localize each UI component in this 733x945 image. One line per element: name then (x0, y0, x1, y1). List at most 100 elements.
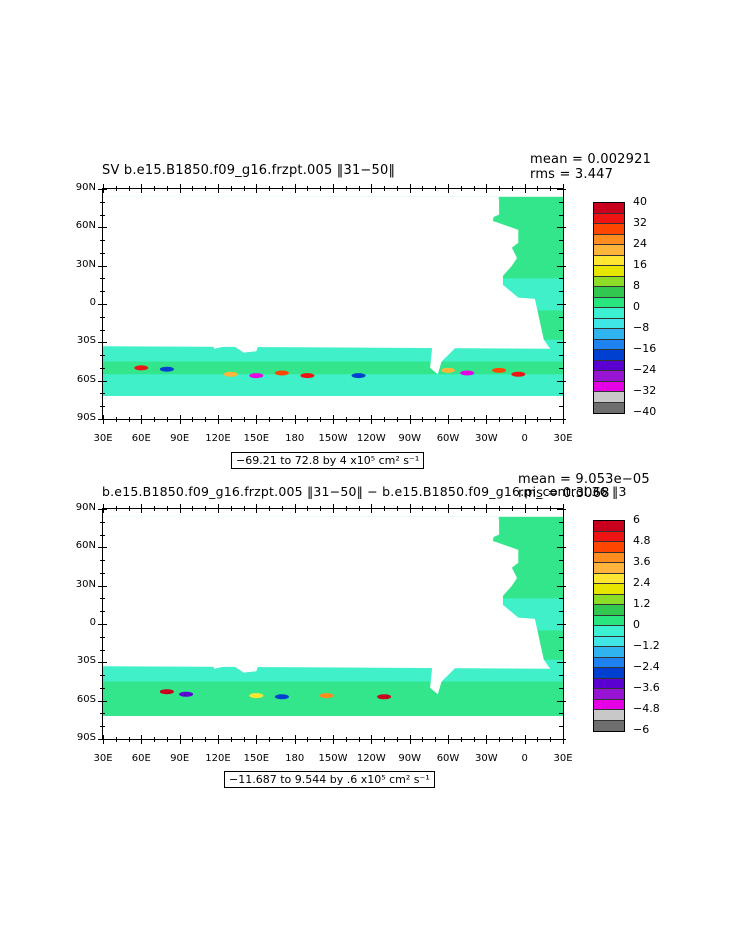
southern-ocean-band (103, 374, 563, 396)
colorbar-label: 16 (633, 258, 647, 271)
y-tick-label: 60S (76, 373, 96, 385)
bottom-rms-label: rms = 0.3068 (518, 486, 610, 501)
x-minor-tick (473, 417, 475, 422)
y-minor-tick (559, 649, 564, 651)
x-minor-tick (243, 506, 245, 511)
x-tick-mark (563, 504, 564, 513)
colorbar-swatch (594, 308, 624, 319)
colorbar-swatch (594, 245, 624, 256)
y-minor-tick (100, 636, 105, 638)
x-minor-tick (345, 506, 347, 511)
eddy-streak (223, 371, 238, 377)
y-tick-mark (557, 624, 566, 625)
x-tick-mark (141, 184, 143, 193)
y-tick-mark (557, 585, 566, 587)
x-tick-label: 30W (475, 433, 498, 444)
x-minor-tick (511, 506, 513, 511)
colorbar-label: 8 (633, 279, 640, 292)
colorbar-label: 24 (633, 237, 647, 250)
x-minor-tick (537, 506, 539, 511)
bottom-map-field (103, 509, 563, 739)
y-minor-tick (559, 636, 564, 638)
y-tick-label: 30S (76, 655, 96, 667)
colorbar-label: 2.4 (633, 576, 651, 589)
y-minor-tick (559, 278, 564, 280)
x-minor-tick (473, 186, 475, 191)
y-minor-tick (100, 534, 105, 536)
x-tick-mark (524, 504, 526, 513)
x-tick-mark (103, 184, 104, 193)
x-tick-label: 150W (318, 433, 348, 444)
y-minor-tick (559, 560, 564, 562)
top-mean-label: mean = 0.002921 (530, 152, 652, 167)
x-tick-mark (256, 184, 258, 193)
y-tick-mark (557, 304, 566, 305)
colorbar-label: 6 (633, 513, 640, 526)
x-minor-tick (511, 737, 513, 742)
colorbar-label: 40 (633, 195, 647, 208)
y-minor-tick (100, 355, 105, 357)
colorbar-swatch (594, 668, 624, 679)
x-tick-mark (524, 184, 526, 193)
y-tick-mark (557, 662, 566, 664)
x-minor-tick (435, 417, 437, 422)
x-tick-mark (486, 415, 488, 424)
bottom-colorbar (593, 520, 625, 732)
colorbar-swatch (594, 392, 624, 403)
x-tick-mark (563, 184, 564, 193)
y-minor-tick (559, 713, 564, 715)
x-tick-mark (448, 415, 449, 424)
colorbar-label: 1.2 (633, 597, 651, 610)
x-tick-mark (409, 735, 411, 744)
x-minor-tick (460, 186, 462, 191)
eddy-streak (460, 370, 475, 376)
x-tick-mark (294, 504, 296, 513)
x-minor-tick (230, 506, 232, 511)
x-minor-tick (460, 417, 462, 422)
x-minor-tick (345, 186, 347, 191)
x-minor-tick (435, 506, 437, 511)
x-tick-mark (448, 504, 449, 513)
top-rms-label: rms = 3.447 (530, 167, 614, 182)
x-minor-tick (205, 737, 207, 742)
x-tick-label: 0 (521, 753, 528, 764)
y-minor-tick (100, 687, 105, 689)
x-tick-mark (486, 735, 488, 744)
x-minor-tick (384, 737, 386, 742)
x-tick-label: 30E (553, 753, 573, 764)
y-minor-tick (100, 560, 105, 562)
y-minor-tick (100, 367, 105, 369)
x-minor-tick (499, 417, 501, 422)
bottom-range-box: −11.687 to 9.544 by .6 x10⁵ cm² s⁻¹ (224, 771, 435, 788)
y-tick-label: 90S (76, 732, 96, 743)
x-tick-mark (333, 415, 334, 424)
x-tick-mark (256, 735, 258, 744)
colorbar-swatch (594, 647, 624, 658)
colorbar-swatch (594, 234, 624, 245)
x-minor-tick (243, 417, 245, 422)
y-tick-label: 0 (89, 617, 96, 628)
y-minor-tick (559, 316, 564, 318)
x-minor-tick (345, 417, 347, 422)
x-minor-tick (205, 417, 207, 422)
x-tick-label: 180 (285, 753, 305, 764)
x-tick-mark (409, 415, 411, 424)
y-minor-tick (100, 726, 105, 728)
colorbar-swatch (594, 615, 624, 626)
colorbar-swatch (594, 584, 624, 595)
colorbar-swatch (594, 318, 624, 329)
x-tick-mark (294, 184, 296, 193)
y-tick-label: 30N (75, 258, 96, 270)
top-range-box: −69.21 to 72.8 by 4 x10⁵ cm² s⁻¹ (231, 452, 425, 469)
x-minor-tick (205, 186, 207, 191)
x-tick-label: 90E (170, 433, 190, 444)
y-tick-mark (98, 585, 107, 587)
colorbar-swatch (594, 552, 624, 563)
colorbar-label: −3.6 (633, 681, 660, 694)
bottom-panel-title: b.e15.B1850.f09_g16.frzpt.005 ‖31−50‖ − … (102, 484, 627, 499)
y-minor-tick (559, 598, 564, 600)
x-tick-mark (218, 415, 219, 424)
x-minor-tick (269, 186, 271, 191)
colorbar-label: −4.8 (633, 702, 660, 715)
x-tick-mark (333, 504, 334, 513)
